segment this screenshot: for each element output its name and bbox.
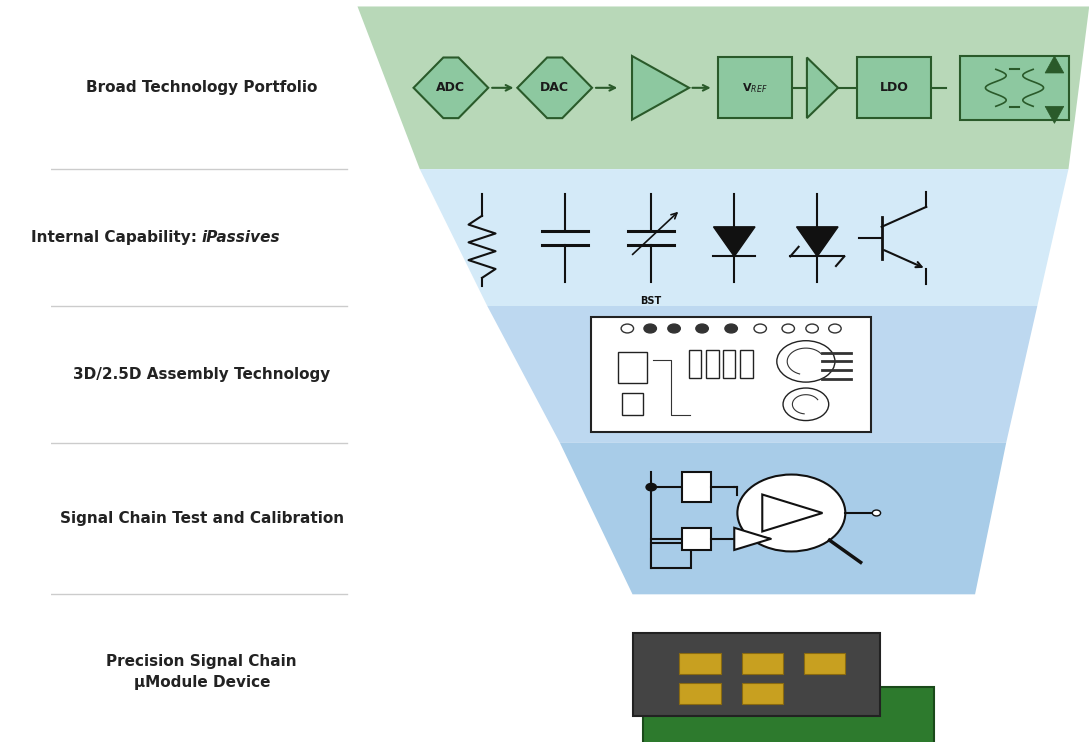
Circle shape <box>668 324 680 333</box>
Polygon shape <box>419 169 1068 306</box>
Circle shape <box>776 340 835 382</box>
Polygon shape <box>734 527 771 550</box>
Polygon shape <box>518 57 592 118</box>
FancyBboxPatch shape <box>591 317 871 432</box>
Circle shape <box>753 324 767 333</box>
FancyBboxPatch shape <box>622 393 643 416</box>
Polygon shape <box>1045 56 1064 73</box>
FancyBboxPatch shape <box>723 349 735 378</box>
Polygon shape <box>762 495 822 531</box>
Text: BST: BST <box>641 296 662 305</box>
Circle shape <box>873 510 880 516</box>
Circle shape <box>725 324 737 333</box>
Circle shape <box>829 324 841 333</box>
Circle shape <box>783 388 829 421</box>
Text: μModule®: μModule® <box>736 609 790 618</box>
Polygon shape <box>1045 107 1064 124</box>
Polygon shape <box>713 226 755 256</box>
Polygon shape <box>560 443 1006 595</box>
FancyBboxPatch shape <box>618 352 648 383</box>
Text: 3D/2.5D Assembly Technology: 3D/2.5D Assembly Technology <box>73 367 331 382</box>
FancyBboxPatch shape <box>741 683 783 704</box>
Text: ADI iPassives: ADI iPassives <box>736 624 786 633</box>
FancyBboxPatch shape <box>857 57 931 118</box>
FancyBboxPatch shape <box>682 527 711 550</box>
Polygon shape <box>796 226 838 256</box>
FancyBboxPatch shape <box>643 687 934 745</box>
Text: Precision Signal Chain
μModule Device: Precision Signal Chain μModule Device <box>107 654 297 690</box>
Circle shape <box>644 324 656 333</box>
FancyBboxPatch shape <box>804 653 845 674</box>
FancyBboxPatch shape <box>679 653 721 674</box>
Polygon shape <box>357 7 1089 169</box>
Text: ANALOG
DEVICES: ANALOG DEVICES <box>830 606 859 618</box>
Circle shape <box>646 484 656 491</box>
Text: LDO: LDO <box>880 81 909 95</box>
FancyBboxPatch shape <box>632 633 879 717</box>
Circle shape <box>621 324 633 333</box>
Circle shape <box>782 324 795 333</box>
FancyBboxPatch shape <box>679 683 721 704</box>
Text: V$_{REF}$: V$_{REF}$ <box>743 81 768 95</box>
Text: DAC: DAC <box>541 81 569 95</box>
Text: iPassives: iPassives <box>202 230 281 245</box>
Circle shape <box>696 324 709 333</box>
Text: Broad Technology Portfolio: Broad Technology Portfolio <box>86 80 318 95</box>
FancyBboxPatch shape <box>651 542 690 568</box>
Text: Signal Chain Test and Calibration: Signal Chain Test and Calibration <box>60 511 344 527</box>
Polygon shape <box>487 306 1037 443</box>
FancyBboxPatch shape <box>960 56 1069 120</box>
Polygon shape <box>632 56 689 120</box>
FancyBboxPatch shape <box>741 653 783 674</box>
FancyBboxPatch shape <box>717 57 793 118</box>
Circle shape <box>737 475 845 551</box>
Text: ADC: ADC <box>437 81 465 95</box>
FancyBboxPatch shape <box>689 349 701 378</box>
FancyBboxPatch shape <box>682 472 711 502</box>
Text: Internal Capability:: Internal Capability: <box>31 230 202 245</box>
Polygon shape <box>807 57 838 118</box>
FancyBboxPatch shape <box>740 349 753 378</box>
Circle shape <box>806 324 818 333</box>
Polygon shape <box>414 57 488 118</box>
FancyBboxPatch shape <box>707 349 719 378</box>
